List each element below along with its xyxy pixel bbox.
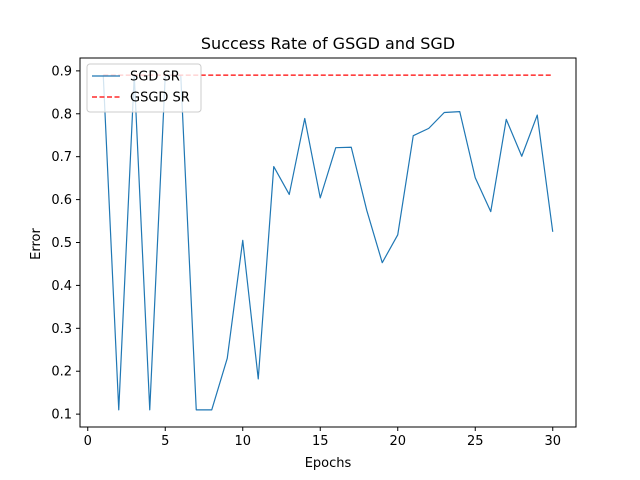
x-tick-label: 0 — [84, 434, 92, 449]
axes: 0 5 10 15 20 25 30 0.1 0.2 0.3 0.4 0.5 0.6 0.7 0.8 0.9 — [51, 57, 577, 449]
x-tick-label: 15 — [312, 434, 329, 449]
x-tick-label: 30 — [544, 434, 561, 449]
y-tick-label: 0.3 — [51, 322, 72, 337]
legend-label: SGD SR — [130, 70, 180, 85]
y-tick-label: 0.1 — [51, 408, 72, 423]
y-tick-label: 0.8 — [51, 107, 72, 122]
chart-title: Success Rate of GSGD and SGD — [201, 34, 455, 53]
y-axis-label: Error — [29, 228, 44, 260]
y-tick-label: 0.9 — [51, 64, 72, 79]
x-tick-label: 10 — [234, 434, 251, 449]
y-tick-label: 0.4 — [51, 279, 72, 294]
y-tick-label: 0.2 — [51, 365, 72, 380]
x-tick-label: 20 — [389, 434, 406, 449]
y-tick-label: 0.5 — [51, 236, 72, 251]
x-tick-label: 25 — [467, 434, 484, 449]
legend-label: GSGD SR — [130, 91, 190, 106]
x-tick-label: 5 — [161, 434, 169, 449]
x-axis-label: Epochs — [305, 456, 352, 471]
legend: SGD SR GSGD SR — [86, 63, 202, 113]
y-tick-label: 0.6 — [51, 193, 72, 208]
y-tick-label: 0.7 — [51, 150, 72, 165]
